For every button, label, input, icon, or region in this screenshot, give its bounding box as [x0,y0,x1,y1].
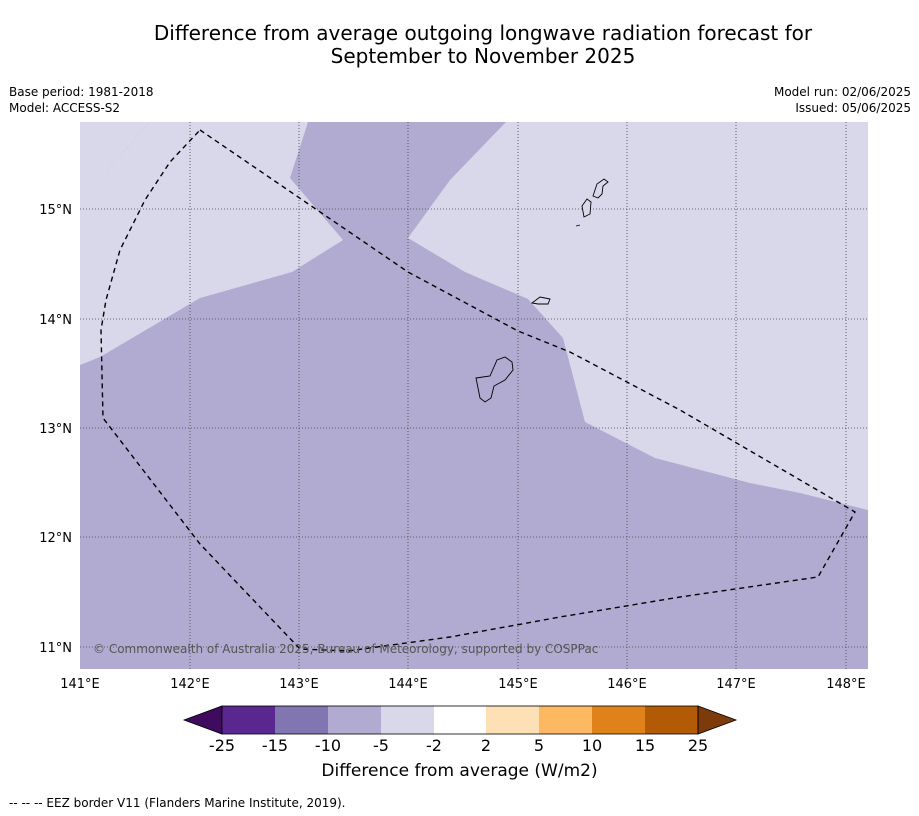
lon-tick: 143°E [279,677,319,692]
eez-footnote: -- -- -- EEZ border V11 (Flanders Marine… [9,796,346,810]
lat-tick: 12°N [39,531,72,546]
colorbar-swatch [222,706,275,734]
map-panel: © Commonwealth of Australia 2025, Bureau… [80,122,868,669]
eez-border [100,129,856,652]
band-minus5-minus2-east [408,122,868,510]
lon-tick: 144°E [388,677,428,692]
colorbar-swatch [486,706,539,734]
lat-tick: 11°N [39,641,72,656]
colorbar-swatch [328,706,381,734]
lon-tick: 145°E [498,677,538,692]
lat-tick-labels: 15°N 14°N 13°N 12°N 11°N [39,203,72,656]
model-run: Model run: 02/06/2025 [773,85,911,99]
base-period: Base period: 1981-2018 [9,85,154,99]
colorbar-extend-low [182,705,223,735]
colorbar-tick: 5 [534,736,544,755]
colorbar-label: Difference from average (W/m2) [321,761,598,781]
island-rota [530,296,551,305]
colorbar-swatch [275,706,328,734]
colorbar-tick: 25 [688,736,708,755]
meta-left: Base period: 1981-2018 Model: ACCESS-S2 [9,84,154,116]
colorbar-swatch [592,706,645,734]
colorbar-tick: -2 [426,736,442,755]
colorbar-tick: 2 [481,736,491,755]
copyright-notice: © Commonwealth of Australia 2025, Bureau… [93,642,598,656]
lat-tick: 14°N [39,313,72,328]
colorbar-tick: 10 [582,736,602,755]
lat-tick: 15°N [39,203,72,218]
colorbar-swatch [381,706,434,734]
lat-tick: 13°N [39,422,72,437]
colorbar-swatch [539,706,592,734]
lon-tick-labels: 141°E 142°E 143°E 144°E 145°E 146°E 147°… [60,677,866,692]
colorbar-swatch [434,706,486,734]
islands [475,178,609,403]
colorbar-swatch [645,706,698,734]
lon-tick: 148°E [826,677,866,692]
colorbar-tick: 15 [635,736,655,755]
island-saipan [592,178,609,199]
chart-title: Difference from average outgoing longwav… [0,22,919,68]
island-guam [475,356,514,403]
model-name: Model: ACCESS-S2 [9,101,121,115]
meta-right: Model run: 02/06/2025 Issued: 05/06/2025 [774,84,911,116]
colorbar-extend-high [697,705,738,735]
lon-tick: 147°E [716,677,756,692]
title-line-2: September to November 2025 [330,44,636,68]
gridlines [80,122,868,669]
lon-tick: 141°E [60,677,100,692]
issued-date: Issued: 05/06/2025 [795,101,911,115]
colorbar-tick-labels: -25 -15 -10 -5 -2 2 5 10 15 25 [209,736,708,755]
lon-tick: 146°E [607,677,647,692]
colorbar [182,705,738,735]
colorbar-tick: -5 [373,736,389,755]
colorbar-frame [221,705,699,735]
island-tinian [581,198,592,218]
lon-tick: 142°E [170,677,210,692]
colorbar-tick: -15 [262,736,288,755]
title-line-1: Difference from average outgoing longwav… [153,21,813,45]
colorbar-tick: -25 [209,736,235,755]
colorbar-tick: -10 [315,736,341,755]
island-aguijan [575,224,581,227]
band-minus5-minus2-northwest [80,122,150,170]
